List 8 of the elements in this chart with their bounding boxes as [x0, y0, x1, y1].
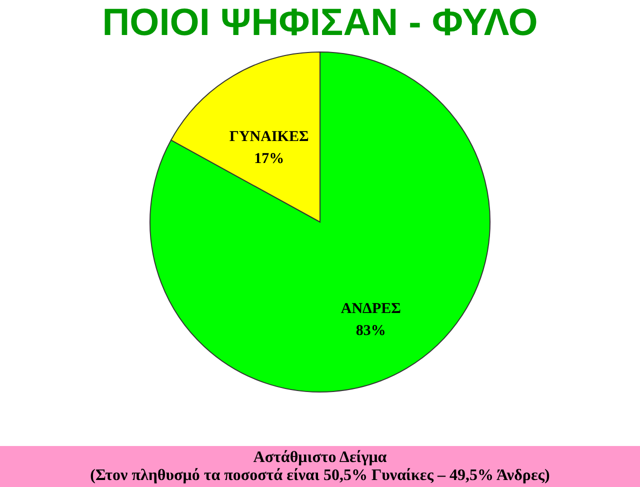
- slice-label: ΓΥΝΑΙΚΕΣ: [229, 128, 309, 145]
- chart-title: ΠΟΙΟΙ ΨΗΦΙΣΑΝ - ΦΥΛΟ: [102, 2, 538, 44]
- pie-slice: [150, 52, 490, 392]
- text: Αστάθμιστο Δείγμα: [252, 449, 388, 467]
- data-label: 17%: [254, 150, 284, 167]
- data-label: 83%: [356, 323, 386, 340]
- text: (Στον πληθυσμό τα ποσοστά είναι 50,5% Γυναίκες – 49,5% Άνδρες): [89, 467, 551, 485]
- slice-label: ΑΝΔΡΕΣ: [340, 301, 402, 318]
